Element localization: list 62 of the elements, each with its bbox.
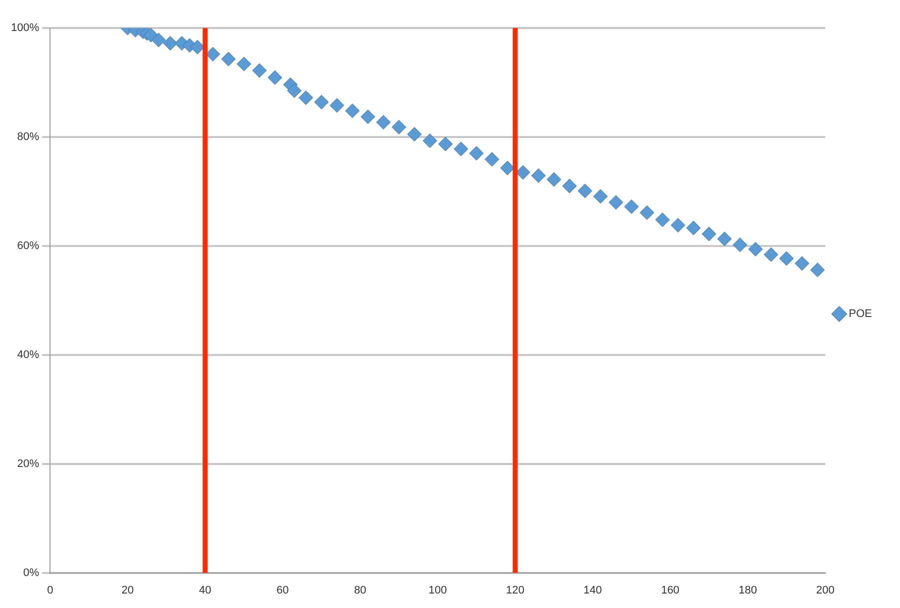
point — [717, 232, 732, 246]
point — [702, 226, 716, 242]
point — [748, 242, 763, 256]
y-tick-label: 0% — [23, 566, 40, 579]
point — [422, 134, 438, 148]
point — [516, 165, 530, 180]
point — [287, 83, 302, 98]
x-tick-label: 0 — [47, 584, 54, 596]
x-tick-label: 120 — [506, 584, 524, 596]
x-tick-label: 20 — [122, 584, 134, 596]
point — [562, 178, 577, 194]
point — [732, 238, 748, 252]
point — [438, 136, 453, 152]
point — [268, 70, 282, 85]
x-tick-label: 40 — [199, 584, 212, 596]
point — [546, 172, 562, 187]
point — [151, 32, 166, 48]
point — [764, 247, 778, 262]
point — [670, 218, 686, 232]
point — [360, 110, 376, 124]
point — [144, 28, 158, 42]
point — [376, 115, 391, 130]
point — [794, 256, 810, 271]
point — [407, 126, 422, 142]
point — [469, 146, 484, 161]
point — [624, 199, 639, 214]
point — [454, 142, 468, 156]
x-tick-label: 60 — [276, 584, 289, 596]
point — [686, 220, 701, 236]
point — [608, 195, 624, 210]
point — [500, 160, 515, 176]
point — [298, 90, 314, 105]
point — [314, 94, 329, 110]
y-tick-label: 60% — [17, 240, 40, 252]
point — [190, 40, 205, 54]
x-tick-label: 80 — [354, 584, 366, 596]
point — [578, 184, 592, 198]
y-tick-label: 40% — [17, 348, 40, 361]
point — [206, 46, 220, 62]
point — [655, 212, 670, 228]
point — [252, 63, 267, 78]
point — [531, 168, 546, 183]
point — [236, 56, 252, 72]
point — [484, 152, 500, 167]
x-tick-label: 200 — [816, 584, 834, 596]
point — [810, 262, 825, 278]
y-tick-label: 100% — [10, 22, 40, 34]
point — [779, 251, 794, 266]
point — [221, 52, 236, 66]
y-tick-label: 20% — [17, 458, 40, 470]
y-tick-label: 80% — [17, 130, 40, 143]
x-tick-label: 160 — [661, 584, 680, 596]
point — [345, 104, 360, 118]
point — [330, 98, 344, 113]
x-tick-label: 180 — [738, 584, 757, 596]
point — [392, 120, 406, 134]
point — [163, 36, 178, 51]
x-tick-label: 100 — [428, 584, 447, 596]
legend-label: POE — [848, 308, 872, 320]
point — [593, 189, 608, 204]
x-tick-label: 140 — [584, 584, 602, 596]
point — [640, 205, 654, 220]
